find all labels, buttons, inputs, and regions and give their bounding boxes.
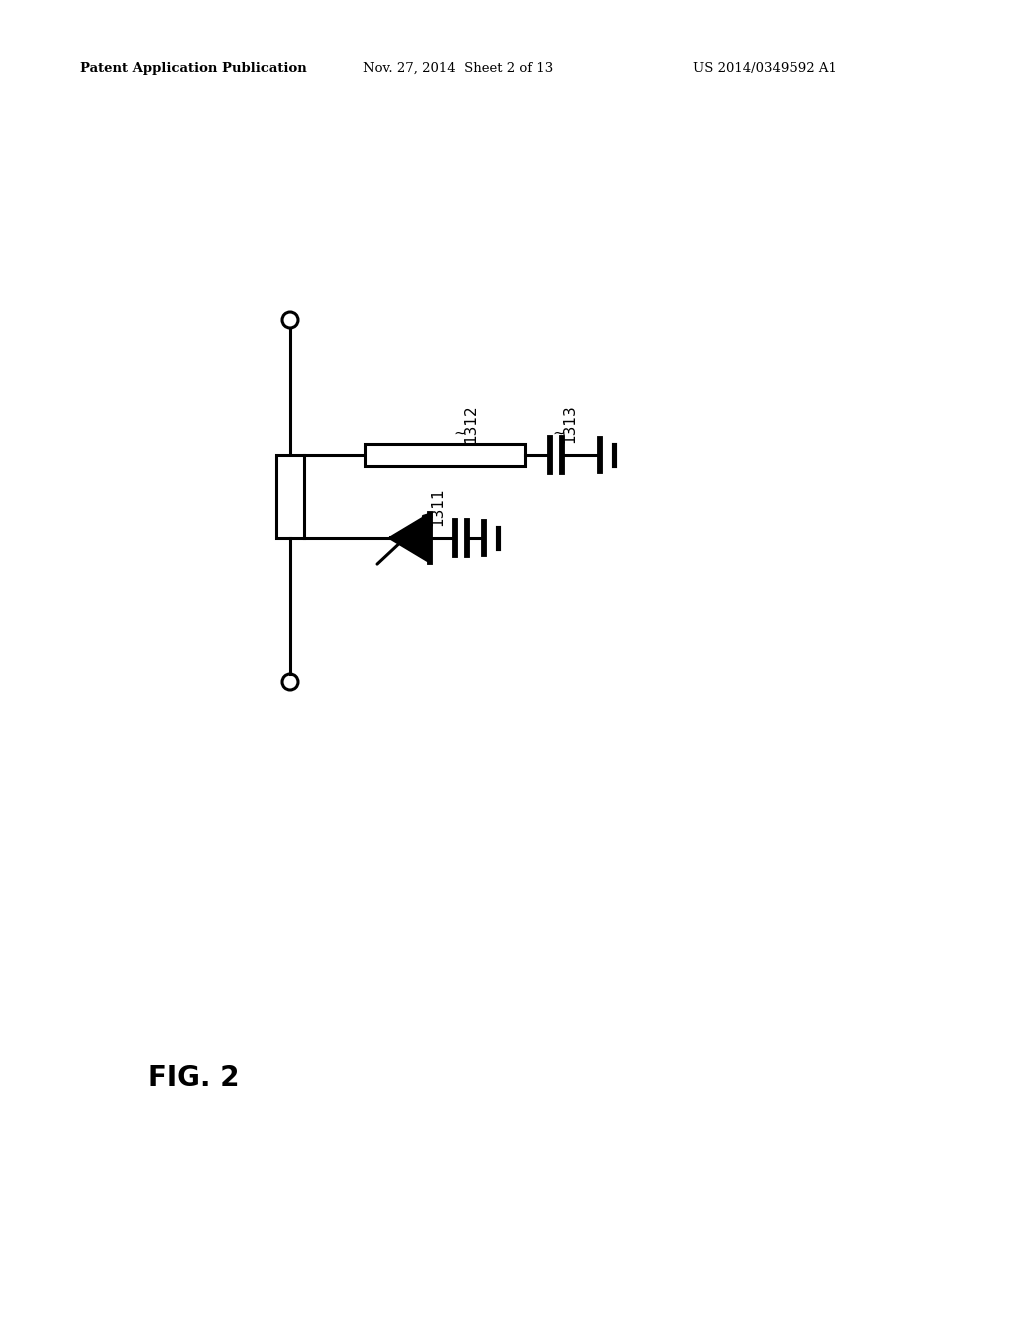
Text: ~: ~: [453, 426, 466, 441]
Text: US 2014/0349592 A1: US 2014/0349592 A1: [693, 62, 837, 75]
Text: 1312: 1312: [463, 404, 478, 444]
Text: Patent Application Publication: Patent Application Publication: [80, 62, 307, 75]
Polygon shape: [390, 513, 430, 562]
Text: 1311: 1311: [430, 487, 445, 525]
Text: Nov. 27, 2014  Sheet 2 of 13: Nov. 27, 2014 Sheet 2 of 13: [362, 62, 553, 75]
Text: ~: ~: [420, 510, 433, 524]
Text: 1313: 1313: [562, 404, 577, 444]
Bar: [276, 455, 304, 539]
Text: ~: ~: [552, 426, 565, 441]
Bar: [365, 444, 525, 466]
Text: FIG. 2: FIG. 2: [148, 1064, 240, 1092]
